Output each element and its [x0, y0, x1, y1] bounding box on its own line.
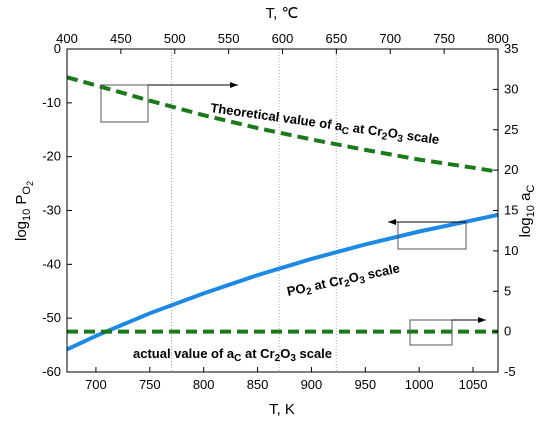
y-left-ticks: 0 -10 -20 -30 -40 -50 -60 [42, 41, 72, 379]
y-right-title: log10 aC [517, 185, 537, 238]
annotation-marker-actual [409, 317, 486, 346]
x-top-tick-label: 400 [56, 31, 78, 46]
x-bottom-tick-label: 950 [354, 377, 376, 392]
y-right-tick-label: 0 [504, 324, 511, 339]
y-left-tick-label: -50 [42, 310, 61, 325]
series-layer [66, 75, 499, 352]
y-left-tick-label: -10 [42, 95, 61, 110]
x-bottom-tick-label: 750 [139, 377, 161, 392]
x-top-tick-label: 650 [326, 31, 348, 46]
y-left-tick-label: 0 [54, 41, 61, 56]
x-bottom-tick-label: 850 [247, 377, 269, 392]
y-left-tick-label: -60 [42, 364, 61, 379]
x-top-tick-label: 800 [487, 31, 509, 46]
x-top-tick-label: 750 [433, 31, 455, 46]
y-left-title: log10 PO2 [13, 181, 35, 241]
annotation-actual: actual value of aC at Cr2O3 scale [133, 346, 332, 364]
guide-lines [170, 49, 337, 372]
y-right-tick-label: 30 [504, 81, 518, 96]
x-top-tick-label: 500 [164, 31, 186, 46]
x-top-tick-label: 550 [218, 31, 240, 46]
y-right-tick-label: 25 [504, 122, 518, 137]
y-right-tick-label: 10 [504, 243, 518, 258]
y-right-tick-label: 5 [504, 283, 511, 298]
x-top-ticks: 400 450 500 550 600 650 700 750 800 [56, 31, 509, 54]
plot-frame [66, 48, 499, 373]
x-top-tick-label: 700 [379, 31, 401, 46]
y-right-tick-label: -5 [504, 364, 516, 379]
x-bottom-title: T, K [269, 401, 295, 418]
x-top-tick-label: 450 [110, 31, 132, 46]
x-bottom-tick-label: 700 [85, 377, 107, 392]
x-top-title: T, ℃ [266, 5, 299, 22]
x-bottom-tick-label: 800 [193, 377, 215, 392]
annotation-po2: PO2 at Cr2O3 scale [286, 260, 402, 302]
annotation-marker-theoretical [100, 82, 238, 123]
annotation-marker-po2 [388, 219, 467, 250]
y-right-tick-label: 35 [504, 41, 518, 56]
x-bottom-ticks: 700 750 800 850 900 950 1000 1050 [85, 367, 488, 392]
series-line-1 [66, 75, 499, 174]
x-bottom-tick-label: 1000 [405, 377, 434, 392]
series-line-2 [66, 212, 499, 352]
y-left-tick-label: -40 [42, 256, 61, 271]
y-left-tick-label: -30 [42, 203, 61, 218]
x-bottom-tick-label: 900 [301, 377, 323, 392]
x-bottom-tick-label: 1050 [459, 377, 488, 392]
y-right-ticks: 35 30 25 20 15 10 5 0 -5 [493, 41, 518, 379]
x-top-tick-label: 600 [272, 31, 294, 46]
y-right-tick-label: 20 [504, 162, 518, 177]
y-left-tick-label: -20 [42, 149, 61, 164]
y-right-tick-label: 15 [504, 203, 518, 218]
